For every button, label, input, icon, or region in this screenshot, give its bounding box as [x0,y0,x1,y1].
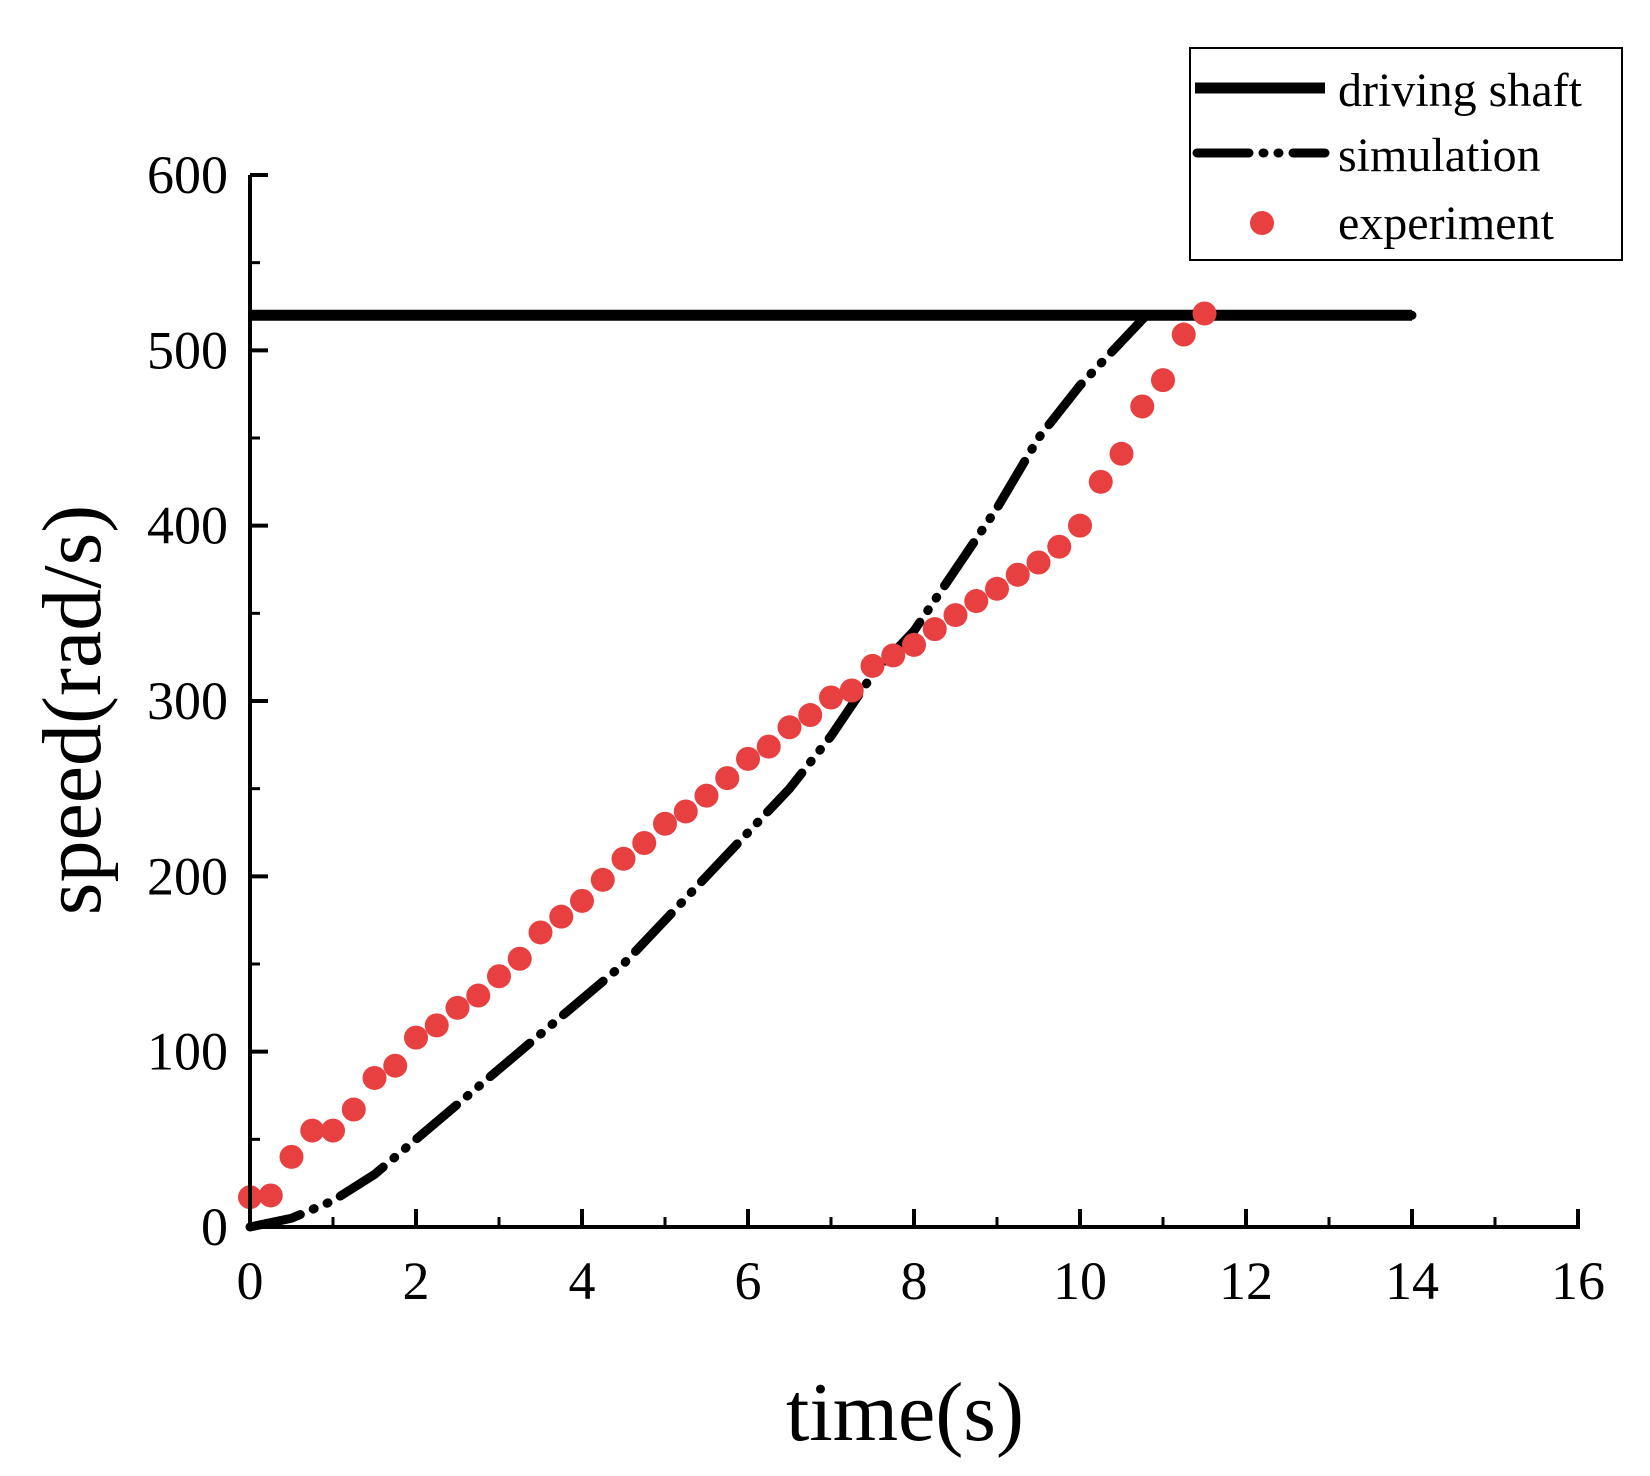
experiment-point [653,811,677,836]
experiment-point [1192,301,1217,326]
x-axis-title: time(s) [786,1366,1024,1459]
experiment-point [1130,394,1155,419]
experiment-point [487,964,511,989]
x-tick-label: 4 [569,1251,596,1311]
experiment-point [507,946,532,971]
experiment-point [1109,441,1134,466]
experiment-point [258,1183,283,1208]
experiment-point [694,783,719,808]
experiment-point [611,846,636,871]
y-tick-label: 300 [147,671,228,731]
experiment-point [964,589,989,614]
y-tick-label: 500 [147,320,228,380]
experiment-point [839,678,864,703]
experiment-point [424,1013,449,1038]
y-tick-label: 0 [201,1197,228,1257]
x-tick-label: 0 [237,1251,264,1311]
experiment-point [570,888,594,913]
experiment-point [590,867,615,892]
experiment-point [1068,513,1092,538]
experiment-point [528,920,553,945]
experiment-point [383,1053,408,1078]
legend-label-simulation: simulation [1338,129,1541,182]
experiment-point [1151,368,1175,393]
x-tick-label: 6 [735,1251,762,1311]
axes: 0 2 4 6 8 10 12 14 16 0 100 200 300 400 500 600 [147,145,1605,1311]
experiment-point [1171,322,1196,347]
y-tick-label: 100 [147,1022,228,1082]
legend: driving shaft simulation experiment [1189,47,1623,261]
experiment-point [1088,469,1113,494]
x-tick-label: 2 [403,1251,430,1311]
x-tick-label: 8 [901,1251,928,1311]
legend-label-driving-shaft: driving shaft [1338,64,1583,117]
experiment-point [798,703,823,728]
experiment-point [902,632,926,657]
experiment-point [736,746,760,771]
y-tick-label: 200 [147,846,228,906]
experiment-point [632,831,657,856]
experiment-point [1026,550,1051,575]
experiment-point [445,995,470,1020]
y-tick-label: 400 [147,496,228,556]
experiment-point [300,1118,325,1143]
experiment-point [466,983,491,1008]
experiment-point [279,1144,304,1169]
experiment-point [673,799,698,824]
experiment-point [985,576,1009,601]
plot-area [238,301,1417,1232]
x-tick-label: 16 [1551,1251,1605,1311]
x-tick-label: 12 [1219,1251,1273,1311]
experiment-point [715,766,740,791]
x-tick-label: 14 [1385,1251,1439,1311]
experiment-point [362,1065,387,1090]
y-axis-title: speed(rad/s) [26,505,119,915]
experiment-point [777,715,802,740]
experiment-point [1047,534,1072,559]
legend-label-experiment: experiment [1338,197,1555,250]
x-tick-label: 10 [1053,1251,1107,1311]
legend-experiment-marker [1250,211,1274,235]
experiment-point [943,603,968,628]
experiment-point [404,1025,428,1050]
experiment-point [881,643,906,668]
experiment-point [321,1118,345,1143]
experiment-point [922,617,947,642]
experiment-point [756,734,781,759]
experiment-point [1005,562,1030,587]
experiment-point [819,685,843,710]
y-tick-label: 600 [147,145,228,205]
experiment-point [341,1097,366,1122]
experiment-point [860,653,885,678]
experiment-point [549,904,574,929]
simulation-line [245,310,1417,1232]
